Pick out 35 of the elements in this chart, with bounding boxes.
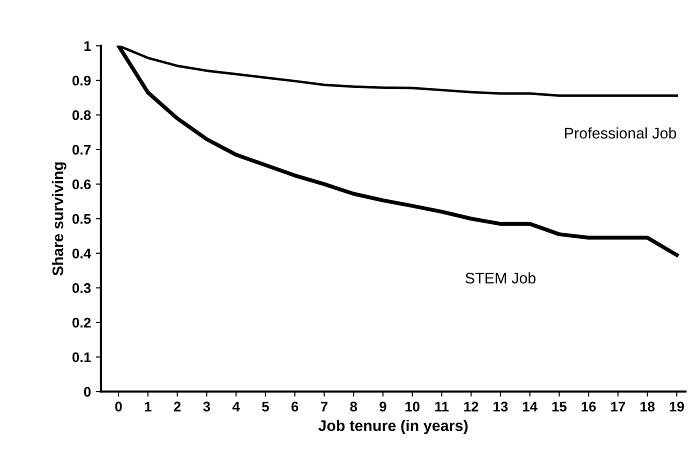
- x-tick-label: 18: [640, 402, 655, 412]
- y-tick-label: 0.1: [72, 352, 91, 362]
- x-tick-label: 0: [115, 402, 122, 412]
- x-tick-label: 1: [144, 402, 152, 412]
- y-tick-label: 0.7: [72, 144, 91, 155]
- x-tick-label: 2: [174, 402, 181, 412]
- text: STEM Job: [466, 272, 536, 284]
- x-tick-label: 19: [670, 402, 684, 412]
- y-tick-label: 0.6: [72, 179, 91, 190]
- x-tick-label: 12: [464, 402, 478, 412]
- x-tick-label: 4: [232, 402, 240, 412]
- y-tick-label: 0: [84, 386, 91, 397]
- x-tick-label: 5: [262, 402, 269, 412]
- y-tick-label: 0.9: [72, 76, 91, 86]
- x-tick-label: 7: [320, 402, 328, 412]
- y-tick-label: 0.3: [72, 283, 91, 294]
- x-tick-label: 15: [552, 402, 567, 412]
- text: Professional Job: [565, 127, 676, 139]
- x-tick-label: 8: [350, 402, 358, 412]
- x-tick-label: 16: [582, 402, 596, 412]
- x-tick-label: 14: [523, 402, 538, 412]
- y-tick-label: 0.5: [72, 214, 91, 224]
- y-tick-label: 0.2: [72, 318, 91, 328]
- y-tick-label: 0.8: [72, 110, 91, 120]
- x-axis-title: Job tenure (in years): [318, 420, 468, 434]
- x-tick-label: 9: [380, 402, 386, 412]
- y-axis-title: Share surviving: [52, 162, 66, 276]
- x-tick-label: 13: [494, 402, 508, 412]
- x-tick-label: 6: [291, 402, 298, 412]
- y-tick-label: 1: [84, 41, 91, 51]
- x-tick-label: 11: [435, 402, 449, 412]
- x-tick-label: 3: [203, 402, 210, 412]
- y-tick-label: 0.4: [72, 248, 92, 258]
- x-tick-label: 17: [611, 402, 626, 412]
- x-tick-label: 10: [405, 402, 420, 412]
